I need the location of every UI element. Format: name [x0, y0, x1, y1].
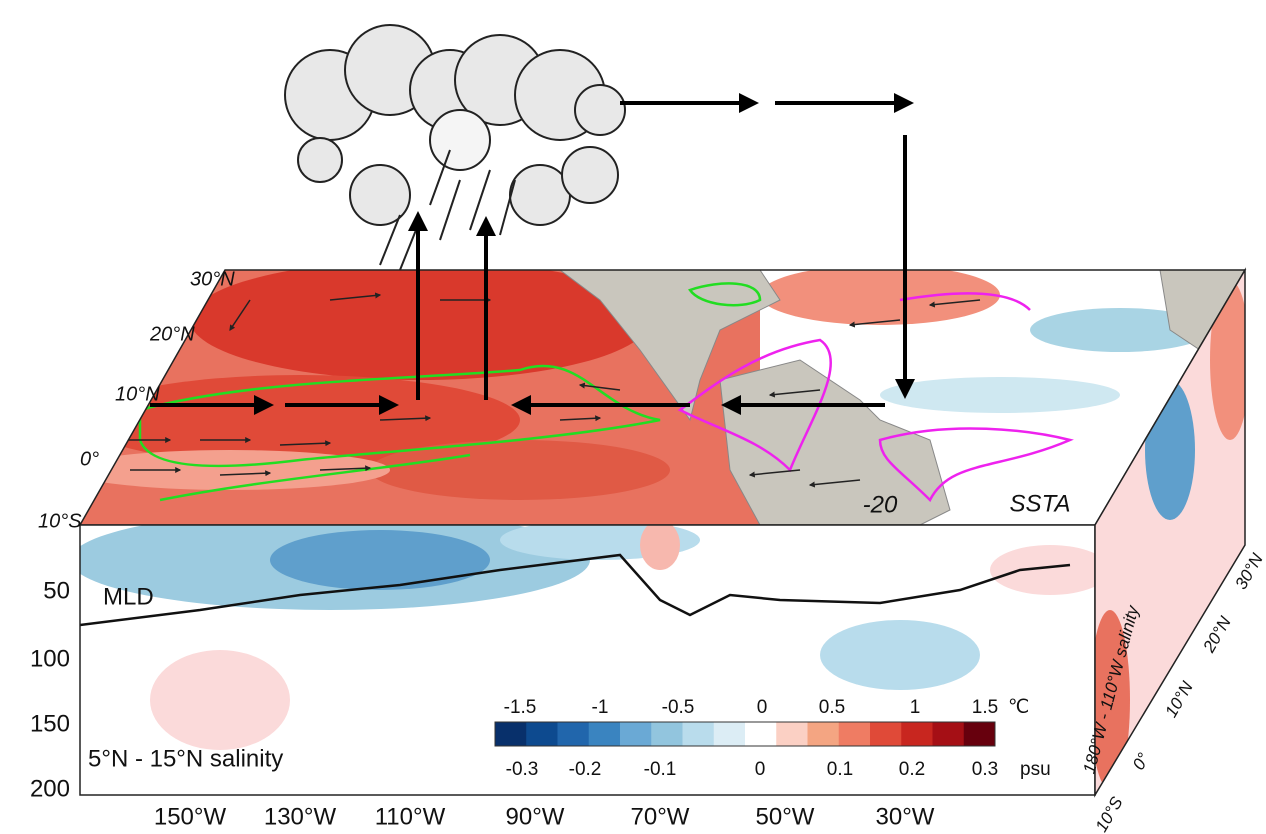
lon-labels: 150°W 130°W 110°W 90°W 70°W 50°W 30°W: [154, 803, 935, 830]
depth-label: 50: [43, 577, 70, 604]
side-lat-label: 20°N: [1199, 613, 1235, 657]
lon-label: 110°W: [375, 803, 446, 830]
salinity-label: -0.3: [506, 759, 539, 780]
figure: 30°N 20°N 10°N 0° 10°S -20 SSTA 50 100 1…: [0, 0, 1266, 834]
temperature-label: -0.5: [662, 697, 695, 718]
depth-label: 150: [30, 710, 70, 737]
salinity-label: 0: [755, 759, 766, 780]
colorbar-swatch: [901, 722, 933, 746]
colorbar-swatch: [526, 722, 558, 746]
colorbar-swatch: [870, 722, 902, 746]
lon-label: 130°W: [264, 803, 337, 830]
mld-label: MLD: [103, 583, 154, 610]
lon-label: 150°W: [154, 803, 227, 830]
depth-label: 200: [30, 775, 70, 802]
lat-label: 0°: [80, 448, 99, 470]
colorbar-swatch: [683, 722, 715, 746]
lat-label: 30°N: [190, 268, 235, 290]
colorbar-swatch: [620, 722, 652, 746]
colorbar-swatch: [714, 722, 746, 746]
ssta-map: [60, 260, 1260, 540]
lon-label: 50°W: [756, 803, 815, 830]
side-lat-label: 10°N: [1161, 678, 1197, 721]
salinity-unit: psu: [1020, 759, 1051, 780]
salinity-label: -0.2: [569, 759, 602, 780]
colorbar-swatch: [651, 722, 683, 746]
colorbar-swatch: [589, 722, 621, 746]
colorbar-swatch: [776, 722, 808, 746]
salinity-label: 0.2: [899, 759, 925, 780]
side-lat-label: 10°S: [1092, 793, 1127, 834]
salinity-label: -0.1: [644, 759, 677, 780]
colorbar-swatch: [839, 722, 871, 746]
colorbar-swatch: [558, 722, 590, 746]
salinity-label: 0.3: [972, 759, 998, 780]
field-label: SSTA: [1010, 490, 1071, 517]
temperature-label: -1: [592, 697, 609, 718]
depth-labels: 50 100 150 200: [30, 577, 70, 802]
depth-label: 100: [30, 645, 70, 672]
colorbar-swatch: [964, 722, 996, 746]
section-label: 5°N - 15°N salinity: [88, 745, 283, 772]
lon-label: 30°W: [876, 803, 935, 830]
contour-label: -20: [863, 491, 898, 518]
colorbar-swatch: [495, 722, 527, 746]
colorbar-swatch: [808, 722, 840, 746]
temperature-label: 0: [757, 697, 768, 718]
temperature-unit: ℃: [1008, 697, 1029, 718]
temperature-label: 0.5: [819, 697, 845, 718]
lat-label: 10°N: [115, 383, 160, 405]
colorbar: [495, 722, 996, 746]
lon-label: 70°W: [631, 803, 690, 830]
colorbar-swatch: [745, 722, 777, 746]
lat-label: 10°S: [38, 510, 82, 532]
salinity-label: 0.1: [827, 759, 853, 780]
lon-label: 90°W: [506, 803, 565, 830]
lat-label: 20°N: [149, 323, 195, 345]
side-lat-label: 0°: [1129, 750, 1154, 774]
temperature-label: 1.5: [972, 697, 998, 718]
temperature-label: 1: [910, 697, 921, 718]
colorbar-swatch: [933, 722, 965, 746]
temperature-label: -1.5: [504, 697, 537, 718]
